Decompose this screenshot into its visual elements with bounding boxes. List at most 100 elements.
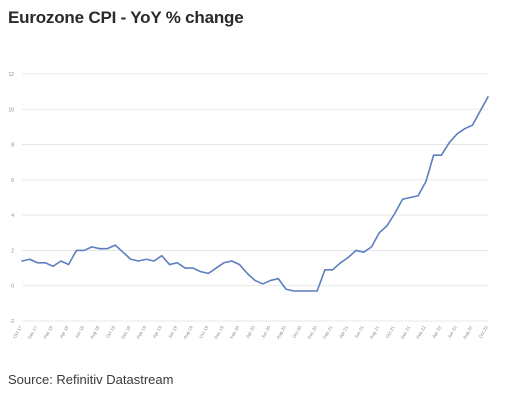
x-tick-label: Aug 18 (89, 325, 101, 340)
data-point (99, 248, 101, 250)
data-point (215, 267, 217, 269)
data-point (60, 260, 62, 262)
y-axis-ticks: -2 0 2 4 6 8 10 12 (8, 72, 14, 325)
x-tick-label: Oct 19 (198, 325, 209, 339)
data-point (137, 260, 140, 262)
x-tick-label: Jun 20 (260, 325, 271, 340)
x-tick-label: Feb 20 (229, 325, 241, 340)
x-tick-label: Aug 21 (369, 325, 381, 340)
x-tick-label: Apr 20 (245, 325, 256, 339)
y-tick-label: 0 (11, 284, 14, 290)
data-point (223, 262, 225, 264)
data-point (207, 272, 209, 274)
data-point (114, 244, 116, 246)
x-tick-label: Apr 18 (59, 325, 70, 339)
x-tick-label: Oct 22 (478, 325, 489, 339)
data-point (401, 198, 404, 200)
data-point (176, 262, 178, 264)
line-chart: -2 0 2 4 6 8 10 12 Oct 17 Dec 17 Feb 18 Apr 18 Jun … (8, 72, 489, 340)
x-tick-label: Oct 18 (105, 325, 116, 339)
data-point (433, 154, 435, 156)
data-point (293, 290, 295, 292)
x-tick-label: Apr 19 (152, 325, 163, 339)
x-tick-label: Dec 18 (120, 325, 132, 340)
data-point (52, 265, 54, 267)
y-tick-label: 10 (8, 107, 14, 113)
data-point (83, 249, 85, 252)
data-point (44, 262, 46, 264)
data-point (370, 246, 373, 248)
data-point (168, 263, 171, 266)
data-point (238, 263, 241, 266)
chart-source: Source: Refinitiv Datastream (8, 372, 174, 387)
x-tick-label: Jun 22 (447, 325, 458, 340)
x-axis-ticks: Oct 17 Dec 17 Feb 18 Apr 18 Jun 18 Aug 18 Oct … (12, 325, 489, 340)
data-point (277, 278, 279, 280)
x-tick-label: Oct 20 (292, 325, 303, 339)
data-point (184, 267, 186, 269)
data-point (316, 290, 318, 292)
data-point (29, 258, 31, 260)
data-point (487, 96, 489, 98)
data-point (192, 267, 194, 269)
x-tick-label: Aug 19 (182, 325, 194, 340)
data-point (122, 251, 124, 253)
x-tick-label: Jun 19 (167, 325, 178, 340)
data-point (200, 271, 202, 273)
data-point (464, 128, 466, 130)
data-point (347, 256, 349, 259)
x-tick-label: Jun 21 (354, 325, 365, 340)
series-line (21, 96, 489, 292)
data-point (448, 142, 450, 144)
x-tick-label: Aug 22 (462, 325, 474, 340)
data-point (479, 110, 481, 112)
x-tick-label: Dec 17 (27, 325, 39, 340)
x-tick-label: Feb 22 (415, 325, 427, 340)
chart-title: Eurozone CPI - YoY % change (8, 8, 244, 27)
data-point (363, 251, 365, 253)
data-point (106, 248, 109, 250)
x-tick-label: Dec 20 (307, 325, 319, 340)
data-point (324, 269, 326, 271)
data-point (91, 246, 93, 248)
data-point (145, 258, 147, 260)
data-point (36, 262, 39, 264)
data-point (269, 279, 272, 282)
x-tick-label: Apr 21 (338, 325, 349, 339)
data-point (332, 269, 334, 271)
data-point (378, 232, 380, 234)
data-point (355, 249, 357, 252)
data-point (153, 260, 155, 262)
data-point (339, 262, 342, 264)
data-point (68, 263, 70, 266)
y-tick-label: 4 (11, 213, 14, 219)
data-point (386, 225, 388, 227)
data-point (456, 133, 458, 135)
data-point (130, 258, 132, 260)
y-tick-label: 12 (8, 72, 14, 78)
x-tick-label: Feb 21 (322, 325, 334, 340)
data-point (246, 272, 248, 274)
x-tick-label: Dec 21 (400, 325, 412, 340)
x-tick-label: Oct 21 (385, 325, 396, 339)
data-point (417, 195, 419, 197)
data-point (161, 255, 163, 257)
data-point (301, 290, 303, 292)
series-layer (21, 96, 489, 292)
y-tick-label: -2 (10, 319, 15, 325)
data-point (409, 196, 411, 199)
x-tick-label: Aug 20 (275, 325, 287, 340)
x-tick-label: Dec 19 (213, 325, 225, 340)
data-point (394, 212, 396, 214)
data-point (231, 260, 233, 262)
y-tick-label: 8 (11, 143, 14, 149)
data-point (285, 288, 287, 290)
x-tick-label: Oct 17 (12, 325, 23, 339)
data-point (471, 124, 474, 126)
y-tick-label: 2 (11, 248, 14, 254)
x-tick-label: Feb 19 (136, 325, 148, 340)
data-point (308, 290, 310, 292)
data-point (425, 181, 427, 183)
x-tick-label: Feb 18 (43, 325, 55, 340)
gridlines (22, 73, 488, 322)
